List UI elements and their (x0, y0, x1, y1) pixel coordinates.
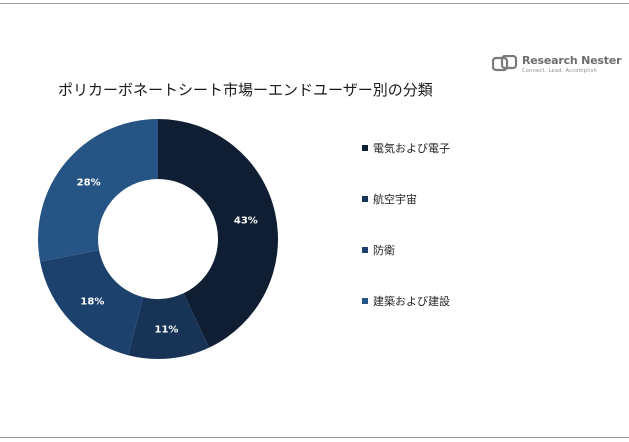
legend-swatch (362, 196, 368, 202)
legend-swatch (362, 298, 368, 304)
top-rule (0, 3, 629, 4)
donut-slice (158, 119, 278, 348)
slice-data-label: 43% (234, 215, 258, 226)
legend-label: 航空宇宙 (373, 193, 417, 206)
brand-logo: Research Nester Connect. Lead. Accomplis… (492, 54, 622, 76)
bottom-rule (0, 437, 629, 438)
legend-swatch (362, 145, 368, 151)
legend-label: 建築および建設 (373, 295, 450, 308)
chart-title: ポリカーボネートシート市場ーエンドユーザー別の分類 (58, 81, 433, 99)
legend-label: 電気および電子 (373, 142, 450, 155)
slice-data-label: 11% (155, 325, 179, 336)
legend-swatch (362, 247, 368, 253)
legend-label: 防衛 (373, 244, 395, 257)
slice-data-label: 18% (80, 297, 104, 308)
donut-slice (40, 250, 144, 356)
donut-slice (128, 293, 210, 359)
brand-tagline: Connect. Lead. Accomplish (522, 68, 598, 74)
donut-slice (38, 119, 158, 262)
slice-data-label: 28% (77, 178, 101, 189)
research-nester-logo-icon (492, 55, 518, 72)
brand-name: Research Nester (522, 54, 622, 67)
